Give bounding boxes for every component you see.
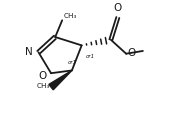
Text: O: O: [39, 71, 47, 81]
Text: O: O: [114, 3, 122, 13]
Text: or1: or1: [68, 60, 77, 65]
Polygon shape: [49, 70, 72, 90]
Text: N: N: [25, 47, 33, 57]
Text: O: O: [127, 48, 135, 58]
Text: or1: or1: [86, 54, 95, 59]
Text: CH₃: CH₃: [64, 13, 77, 19]
Text: CH₃: CH₃: [36, 83, 50, 89]
